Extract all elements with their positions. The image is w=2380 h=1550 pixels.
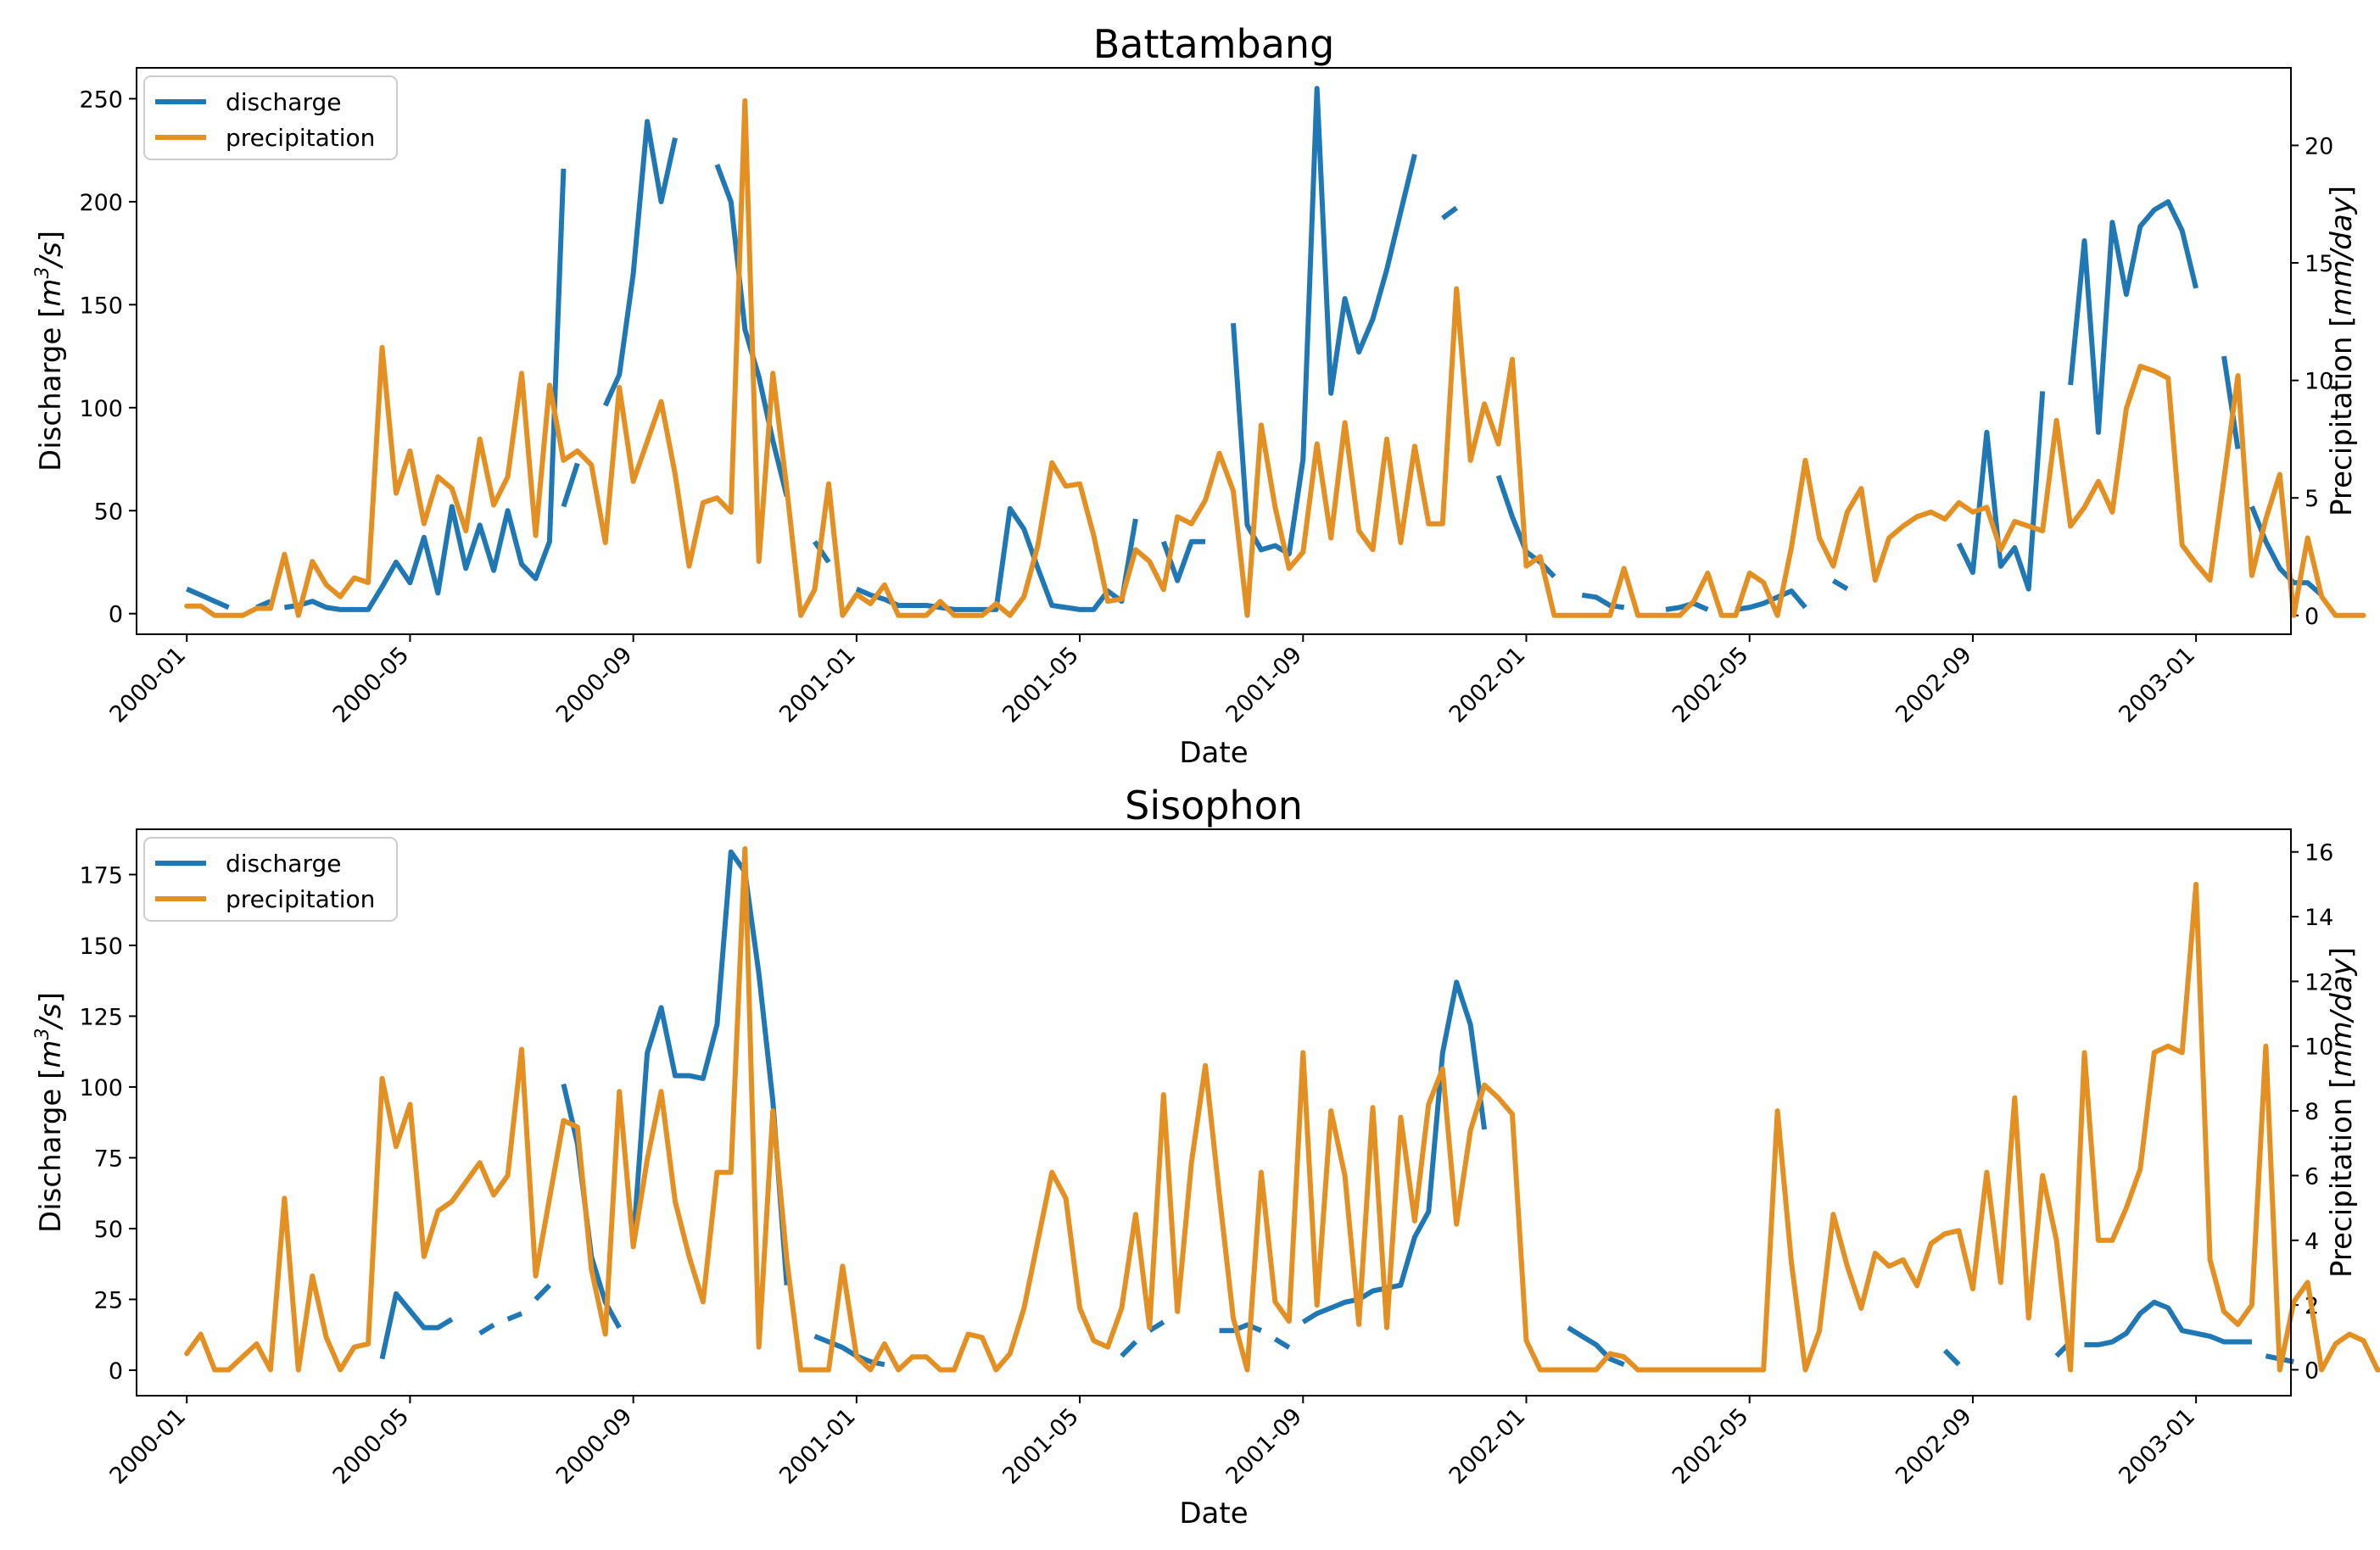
- y-tick-label: 25: [94, 1287, 123, 1313]
- y-tick-label: 200: [79, 190, 123, 216]
- discharge-line-segment: [561, 462, 580, 508]
- x-axis-label: Date: [1179, 1497, 1248, 1530]
- y-tick-label: 0: [109, 1358, 123, 1385]
- y-tick-label: 50: [94, 1217, 123, 1243]
- x-axis-label: Date: [1179, 736, 1248, 770]
- plot-area: [184, 845, 2380, 1373]
- y-tick-label: 150: [79, 293, 123, 319]
- discharge-line-segment: [630, 849, 790, 1285]
- discharge-line-segment: [186, 586, 230, 611]
- discharge-line-segment: [379, 1291, 454, 1360]
- discharge-line-segment: [1231, 86, 1417, 557]
- chart-title: Battambang: [1093, 21, 1335, 67]
- discharge-line-segment: [2068, 198, 2199, 435]
- discharge-line-segment: [478, 1322, 495, 1336]
- y-tick-label: 75: [94, 1146, 123, 1172]
- discharge-line-segment: [506, 1311, 523, 1322]
- legend: discharge precipitation: [143, 837, 398, 922]
- precipitation-line: [184, 845, 2380, 1373]
- y-axis: 0 50 100 150 200 250: [79, 86, 137, 628]
- y-tick-label: 0: [109, 602, 123, 628]
- y-axis-label: Discharge [m3/s]: [32, 231, 68, 471]
- discharge-line-segment: [1956, 391, 2046, 592]
- y2-tick-label: 12: [2305, 969, 2333, 995]
- y2-tick-label: 10: [2305, 1034, 2333, 1061]
- discharge-line-segment: [602, 119, 678, 407]
- discharge-line-segment: [1120, 1340, 1138, 1358]
- y-tick-label: 50: [94, 499, 123, 525]
- y-tick-label: 150: [79, 934, 123, 960]
- legend: discharge precipitation: [143, 75, 398, 160]
- y2-tick-label: 5: [2305, 486, 2319, 512]
- legend-label-precipitation: precipitation: [226, 885, 375, 913]
- y2-tick-label: 14: [2305, 905, 2333, 931]
- y-tick-label: 100: [79, 1075, 123, 1101]
- y2-tick-label: 15: [2305, 251, 2333, 277]
- y-tick-label: 250: [79, 86, 123, 113]
- y2-axis-label: Precipitation [mm/day]: [2325, 186, 2359, 516]
- y-axis-label: Discharge [m3/s]: [32, 992, 68, 1233]
- y-tick-label: 125: [79, 1004, 123, 1030]
- discharge-line-segment: [2221, 355, 2241, 449]
- y2-tick-label: 6: [2305, 1163, 2319, 1190]
- precipitation-line: [184, 98, 2366, 618]
- axes-frame: [136, 828, 2292, 1397]
- discharge-line-segment: [1441, 205, 1458, 220]
- y2-tick-label: 20: [2305, 133, 2333, 159]
- legend-label-discharge: discharge: [226, 88, 341, 116]
- discharge-line-segment: [1219, 1322, 1263, 1334]
- discharge-line-segment: [855, 505, 1138, 612]
- y2-tick-label: 0: [2305, 1358, 2319, 1384]
- y2-tick-label: 8: [2305, 1099, 2319, 1125]
- y2-tick-label: 16: [2305, 840, 2333, 867]
- legend-label-discharge: discharge: [226, 850, 341, 878]
- discharge-line-segment: [1301, 979, 1488, 1324]
- discharge-line-segment: [2084, 1299, 2252, 1347]
- discharge-line-segment: [1581, 592, 1625, 611]
- plot-area: [184, 86, 2366, 618]
- discharge-line-segment: [534, 1283, 552, 1302]
- chart-title: Sisophon: [1125, 783, 1303, 828]
- discharge-line-segment: [283, 168, 567, 612]
- discharge-line-segment: [1273, 1336, 1291, 1350]
- discharge-line-segment: [1148, 1319, 1165, 1333]
- discharge-line-segment: [1831, 578, 1849, 592]
- y2-tick-label: 10: [2305, 369, 2333, 395]
- y-axis: 0 25 50 75 100 125 150 175: [79, 862, 137, 1385]
- discharge-line-segment: [1567, 1325, 1625, 1368]
- y2-axis-label: Precipitation [mm/day]: [2325, 947, 2359, 1278]
- y-tick-label: 100: [79, 396, 123, 422]
- legend-label-precipitation: precipitation: [226, 124, 375, 152]
- axes-frame: [136, 67, 2292, 635]
- y-tick-label: 175: [79, 862, 123, 889]
- y2-axis: 0 5 10 15 20: [2291, 133, 2333, 630]
- discharge-line-segment: [1942, 1348, 1961, 1367]
- y2-tick-label: 0: [2305, 604, 2319, 630]
- y2-tick-label: 4: [2305, 1229, 2319, 1255]
